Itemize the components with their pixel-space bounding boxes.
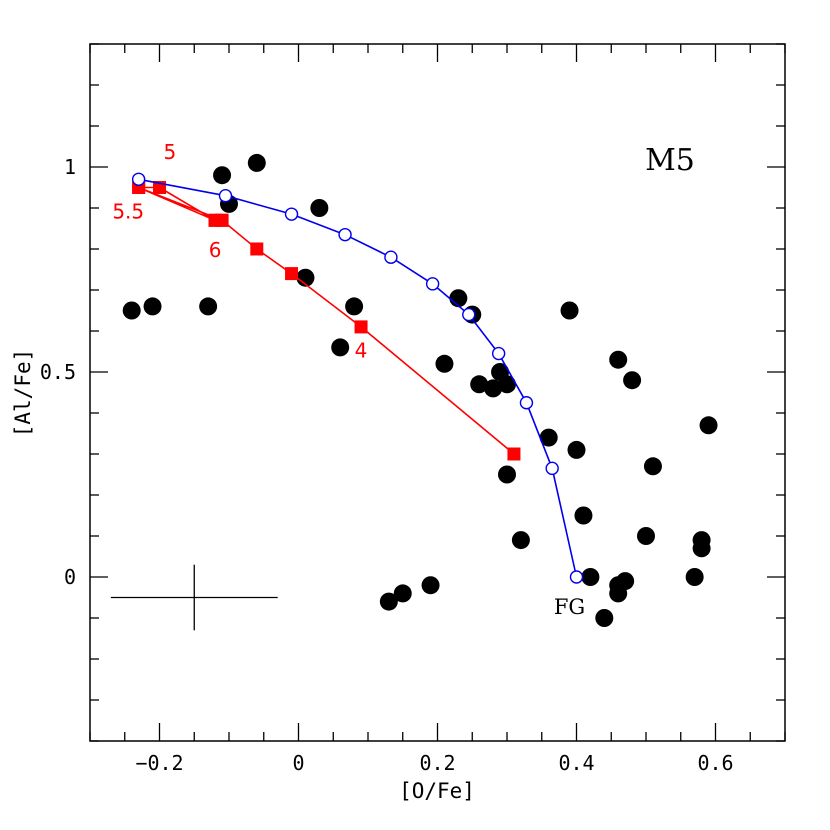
data-point xyxy=(498,465,516,484)
chart-title: M5 xyxy=(645,143,695,178)
data-point xyxy=(545,461,559,476)
data-point xyxy=(609,350,628,369)
x-tick-label: 0.6 xyxy=(697,751,733,775)
series-model-red xyxy=(132,181,521,461)
data-point xyxy=(539,428,558,447)
data-point xyxy=(637,527,655,545)
data-point xyxy=(354,320,368,334)
data-point xyxy=(449,289,468,308)
annotation-label: FG xyxy=(554,595,585,619)
data-point xyxy=(519,396,534,410)
series-layer xyxy=(122,153,718,627)
data-point xyxy=(623,371,642,390)
data-point xyxy=(435,354,454,373)
y-tick-label: 1 xyxy=(64,155,76,179)
annotations: 5 5.5 6 4 FG xyxy=(112,140,585,619)
data-point xyxy=(567,440,586,459)
data-point xyxy=(247,153,266,172)
data-point xyxy=(250,242,264,256)
data-point xyxy=(574,506,593,525)
series-stars xyxy=(122,153,718,627)
y-axis-label: [Al/Fe] xyxy=(11,349,35,438)
data-point xyxy=(462,307,476,322)
data-point xyxy=(560,301,579,320)
data-point xyxy=(215,213,229,227)
data-point xyxy=(384,250,398,264)
data-point xyxy=(296,268,315,287)
data-point xyxy=(331,338,350,357)
data-point xyxy=(484,379,503,398)
annotation-label: 4 xyxy=(355,339,368,363)
data-point xyxy=(425,277,440,291)
error-bar xyxy=(110,564,278,631)
y-tick-label: 0 xyxy=(64,565,76,589)
axis-tick-labels: −0.2 0 0.2 0.4 0.6 0 0.5 1 xyxy=(40,155,734,775)
data-point xyxy=(507,447,521,461)
series-model-blue xyxy=(131,172,584,584)
data-point xyxy=(218,188,233,203)
data-point xyxy=(581,568,600,586)
annotation-label: 5.5 xyxy=(112,199,144,223)
x-axis-label: [O/Fe] xyxy=(399,779,475,803)
data-point xyxy=(122,301,141,320)
data-point xyxy=(199,297,218,316)
axis-ticks xyxy=(89,43,786,742)
data-point xyxy=(213,166,232,185)
data-point xyxy=(310,199,329,217)
x-tick-label: 0.2 xyxy=(419,751,455,775)
data-point xyxy=(131,172,146,187)
data-point xyxy=(491,346,506,361)
annotation-label: 5 xyxy=(164,140,177,164)
data-point xyxy=(569,570,584,584)
data-point xyxy=(511,531,530,550)
x-tick-label: −0.2 xyxy=(135,751,183,775)
data-point xyxy=(643,457,662,476)
data-point xyxy=(699,416,718,435)
data-point xyxy=(470,375,489,394)
data-point xyxy=(393,584,412,603)
data-point xyxy=(284,207,299,221)
x-tick-label: 0.4 xyxy=(558,751,594,775)
y-tick-label: 0.5 xyxy=(40,360,76,384)
data-point xyxy=(285,267,299,281)
x-tick-label: 0 xyxy=(292,751,304,775)
data-point xyxy=(345,297,364,316)
data-point xyxy=(498,375,516,394)
data-point xyxy=(595,609,614,627)
data-point xyxy=(143,297,162,316)
data-point xyxy=(338,227,352,242)
annotation-label: 6 xyxy=(209,238,222,262)
data-point xyxy=(692,539,711,558)
data-point xyxy=(379,592,398,611)
data-point xyxy=(421,576,440,595)
data-point xyxy=(616,572,635,591)
data-point xyxy=(685,568,704,586)
